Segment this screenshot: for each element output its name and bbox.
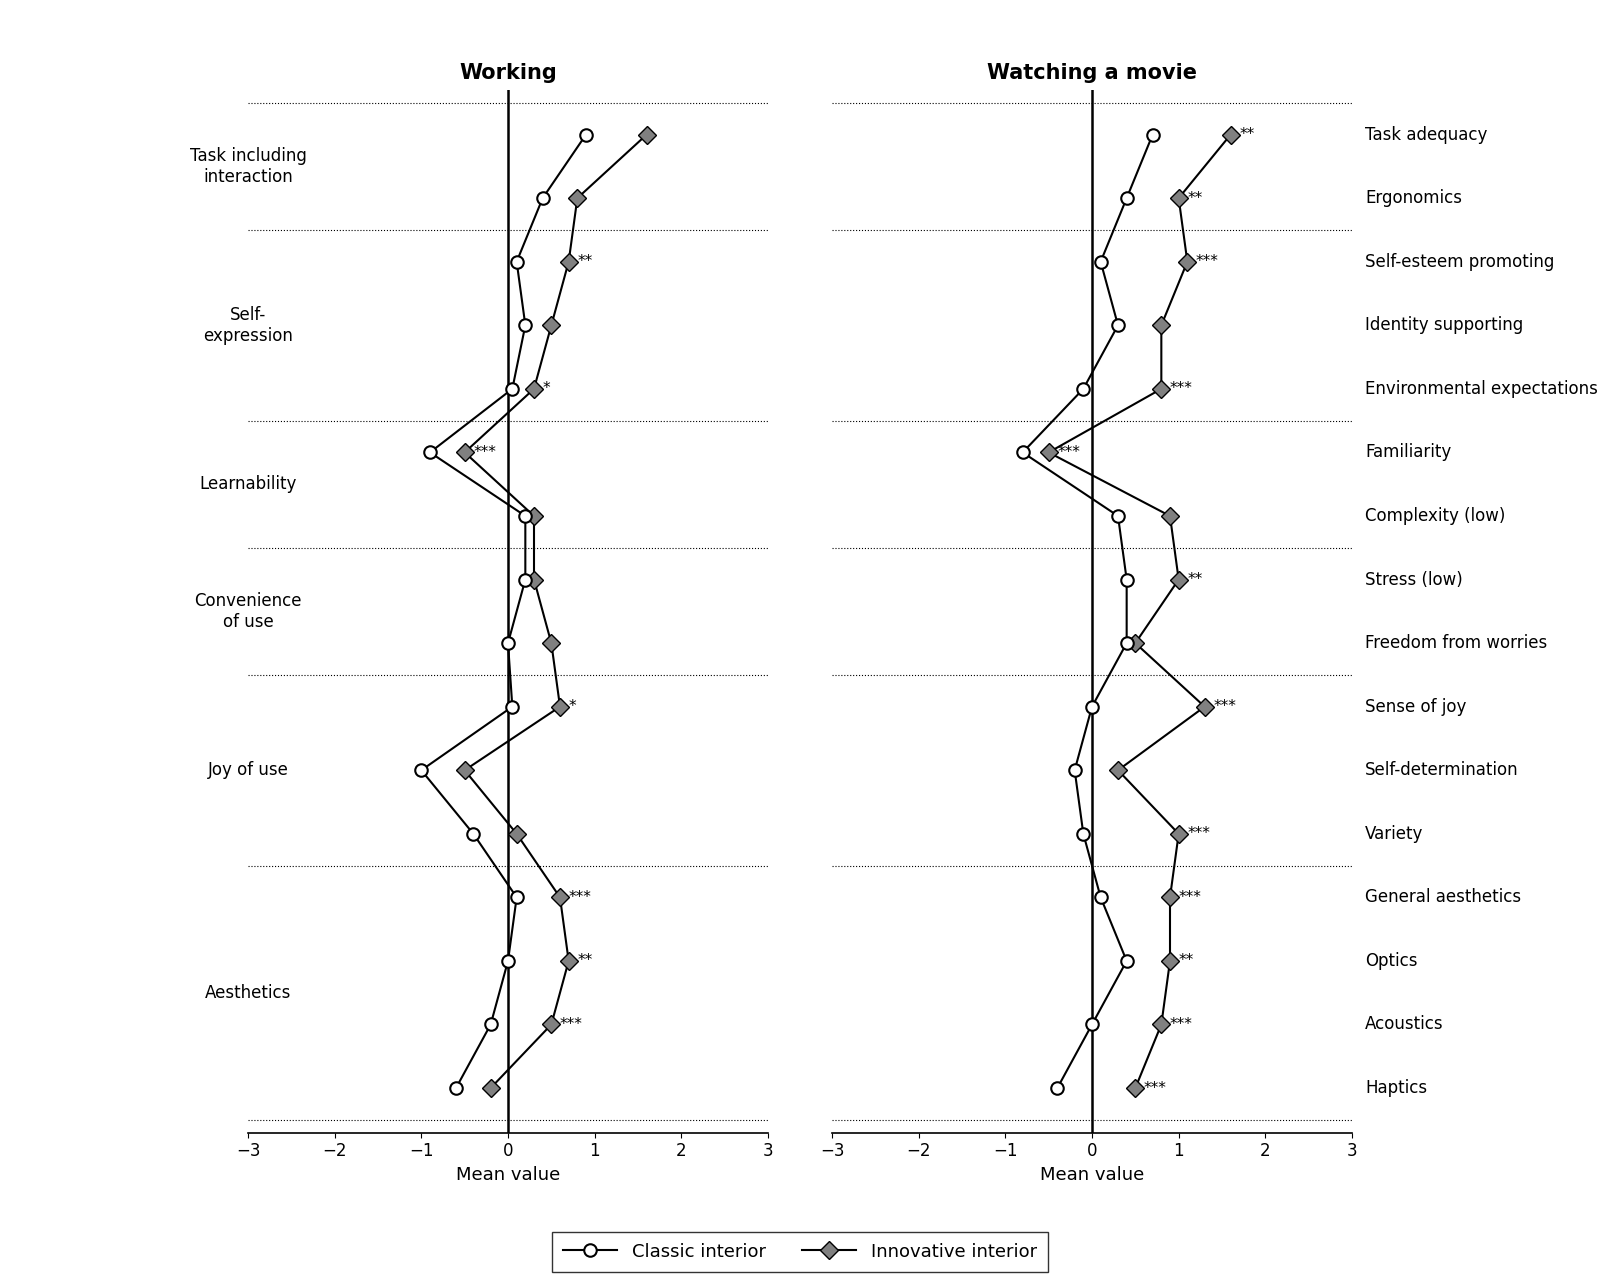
Text: ***: *** [1144, 1081, 1166, 1095]
Text: Task including
interaction: Task including interaction [189, 147, 307, 185]
Text: Sense of joy: Sense of joy [1365, 698, 1466, 716]
Text: Stress (low): Stress (low) [1365, 570, 1462, 588]
Text: ***: *** [1170, 1017, 1194, 1032]
Text: Task adequacy: Task adequacy [1365, 126, 1488, 144]
Text: Identity supporting: Identity supporting [1365, 317, 1523, 335]
Text: ***: *** [1197, 255, 1219, 269]
Text: Self-esteem promoting: Self-esteem promoting [1365, 252, 1554, 270]
Title: Watching a movie: Watching a movie [987, 63, 1197, 82]
Text: **: ** [1240, 127, 1254, 142]
Text: Joy of use: Joy of use [208, 761, 288, 779]
Text: Self-determination: Self-determination [1365, 761, 1518, 779]
Text: ***: *** [1058, 445, 1080, 459]
Text: **: ** [1179, 954, 1194, 968]
Text: Freedom from worries: Freedom from worries [1365, 634, 1547, 653]
Text: ***: *** [474, 445, 496, 459]
Text: General aesthetics: General aesthetics [1365, 888, 1522, 906]
Text: **: ** [1187, 190, 1203, 206]
Text: ***: *** [568, 889, 592, 905]
Text: Convenience
of use: Convenience of use [194, 592, 302, 631]
X-axis label: Mean value: Mean value [1040, 1166, 1144, 1184]
Text: ***: *** [1187, 826, 1210, 842]
Text: ***: *** [1170, 381, 1194, 396]
Text: Ergonomics: Ergonomics [1365, 189, 1462, 207]
Text: Variety: Variety [1365, 825, 1424, 843]
X-axis label: Mean value: Mean value [456, 1166, 560, 1184]
Text: Complexity (low): Complexity (low) [1365, 507, 1506, 525]
Text: *: * [542, 381, 550, 396]
Text: **: ** [1187, 571, 1203, 587]
Text: Self-
expression: Self- expression [203, 306, 293, 345]
Text: ***: *** [1179, 889, 1202, 905]
Text: Haptics: Haptics [1365, 1079, 1427, 1097]
Title: Working: Working [459, 63, 557, 82]
Text: Familiarity: Familiarity [1365, 444, 1451, 462]
Text: ***: *** [1213, 699, 1237, 714]
Text: *: * [568, 699, 576, 714]
Text: Acoustics: Acoustics [1365, 1015, 1443, 1033]
Text: Optics: Optics [1365, 952, 1418, 970]
Legend: Classic interior, Innovative interior: Classic interior, Innovative interior [552, 1232, 1048, 1272]
Text: Aesthetics: Aesthetics [205, 983, 291, 1001]
Text: Environmental expectations: Environmental expectations [1365, 380, 1598, 398]
Text: **: ** [578, 255, 592, 269]
Text: **: ** [578, 954, 592, 968]
Text: ***: *** [560, 1017, 582, 1032]
Text: Learnability: Learnability [200, 475, 296, 493]
